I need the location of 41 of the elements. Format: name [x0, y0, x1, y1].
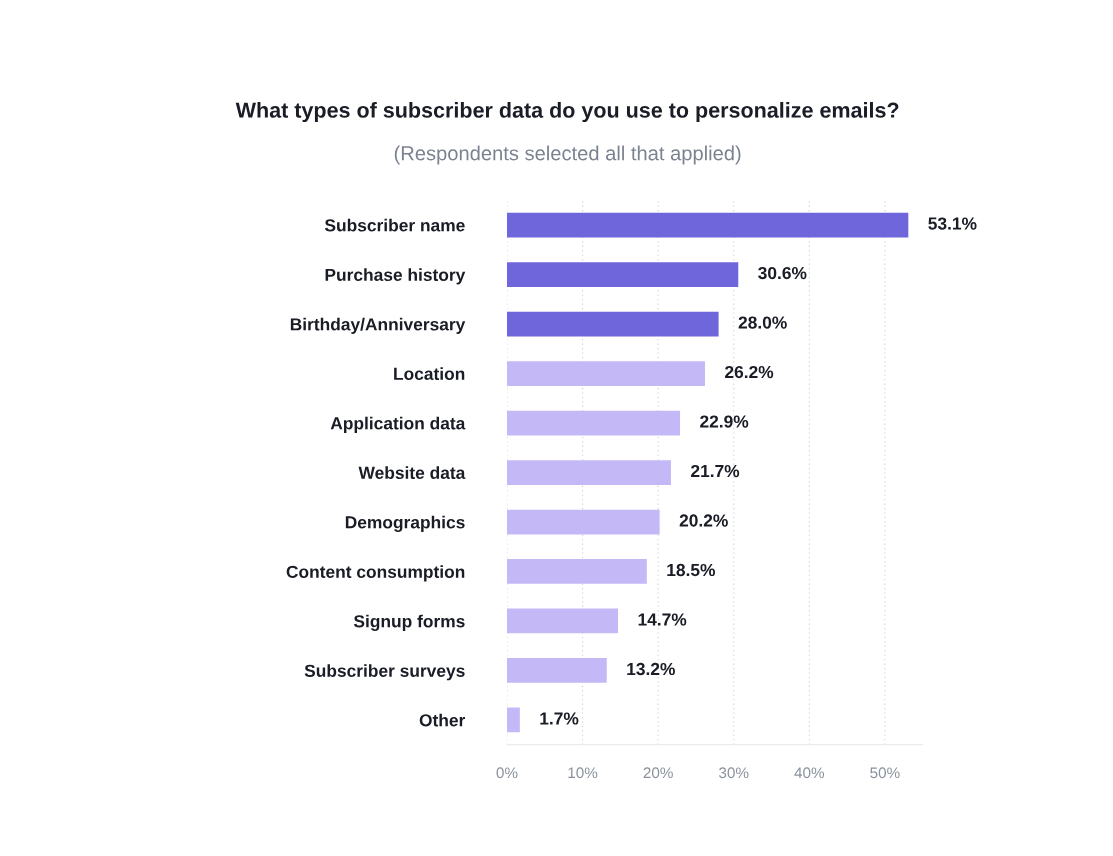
y-tick-label: Other: [419, 713, 466, 727]
bar: [506, 361, 705, 386]
data-label: 13.2%: [627, 662, 675, 676]
x-tick-label: 50%: [870, 767, 900, 779]
y-tick-label: Subscriber name: [324, 218, 465, 232]
data-label: 14.7%: [638, 613, 687, 626]
y-tick-label: Location: [394, 367, 465, 380]
data-label: 21.7%: [691, 464, 740, 478]
y-tick-label: Content consumption: [286, 565, 465, 582]
x-tick-label: 20%: [643, 767, 673, 779]
y-tick-label: Demographics: [345, 515, 465, 532]
bar: [506, 658, 607, 683]
bar: [506, 212, 909, 238]
data-label: 22.9%: [700, 415, 749, 428]
data-label: 28.0%: [738, 316, 787, 329]
x-tick-label: 40%: [794, 767, 825, 779]
bar: [506, 608, 619, 634]
bar: [506, 262, 739, 287]
chart-title: What types of subscriber data do you use to personalize emails?: [235, 101, 899, 123]
x-tick-label: 0%: [496, 767, 518, 779]
x-tick-label: 30%: [719, 767, 749, 779]
data-label: 18.5%: [667, 563, 716, 577]
bar: [506, 707, 520, 733]
data-label: 26.2%: [725, 365, 774, 379]
bar: [506, 410, 681, 436]
y-tick-label: Website data: [358, 466, 466, 479]
y-tick-label: Application data: [330, 416, 466, 433]
data-label: 20.2%: [679, 514, 728, 527]
data-label: 30.6%: [758, 266, 807, 280]
bar: [506, 509, 660, 535]
chart-subtitle: (Respondents selected all that applied): [394, 145, 741, 165]
bar: [506, 559, 647, 584]
y-tick-label: Signup forms: [353, 614, 465, 631]
bar: [506, 311, 719, 337]
x-tick-label: 10%: [568, 767, 598, 779]
y-tick-label: Birthday/Anniversary: [290, 317, 466, 334]
y-tick-label: Purchase history: [325, 268, 466, 285]
y-tick-label: Subscriber surveys: [304, 664, 465, 681]
data-label: 1.7%: [540, 712, 579, 725]
bar: [506, 460, 671, 485]
data-label: 53.1%: [928, 217, 977, 230]
